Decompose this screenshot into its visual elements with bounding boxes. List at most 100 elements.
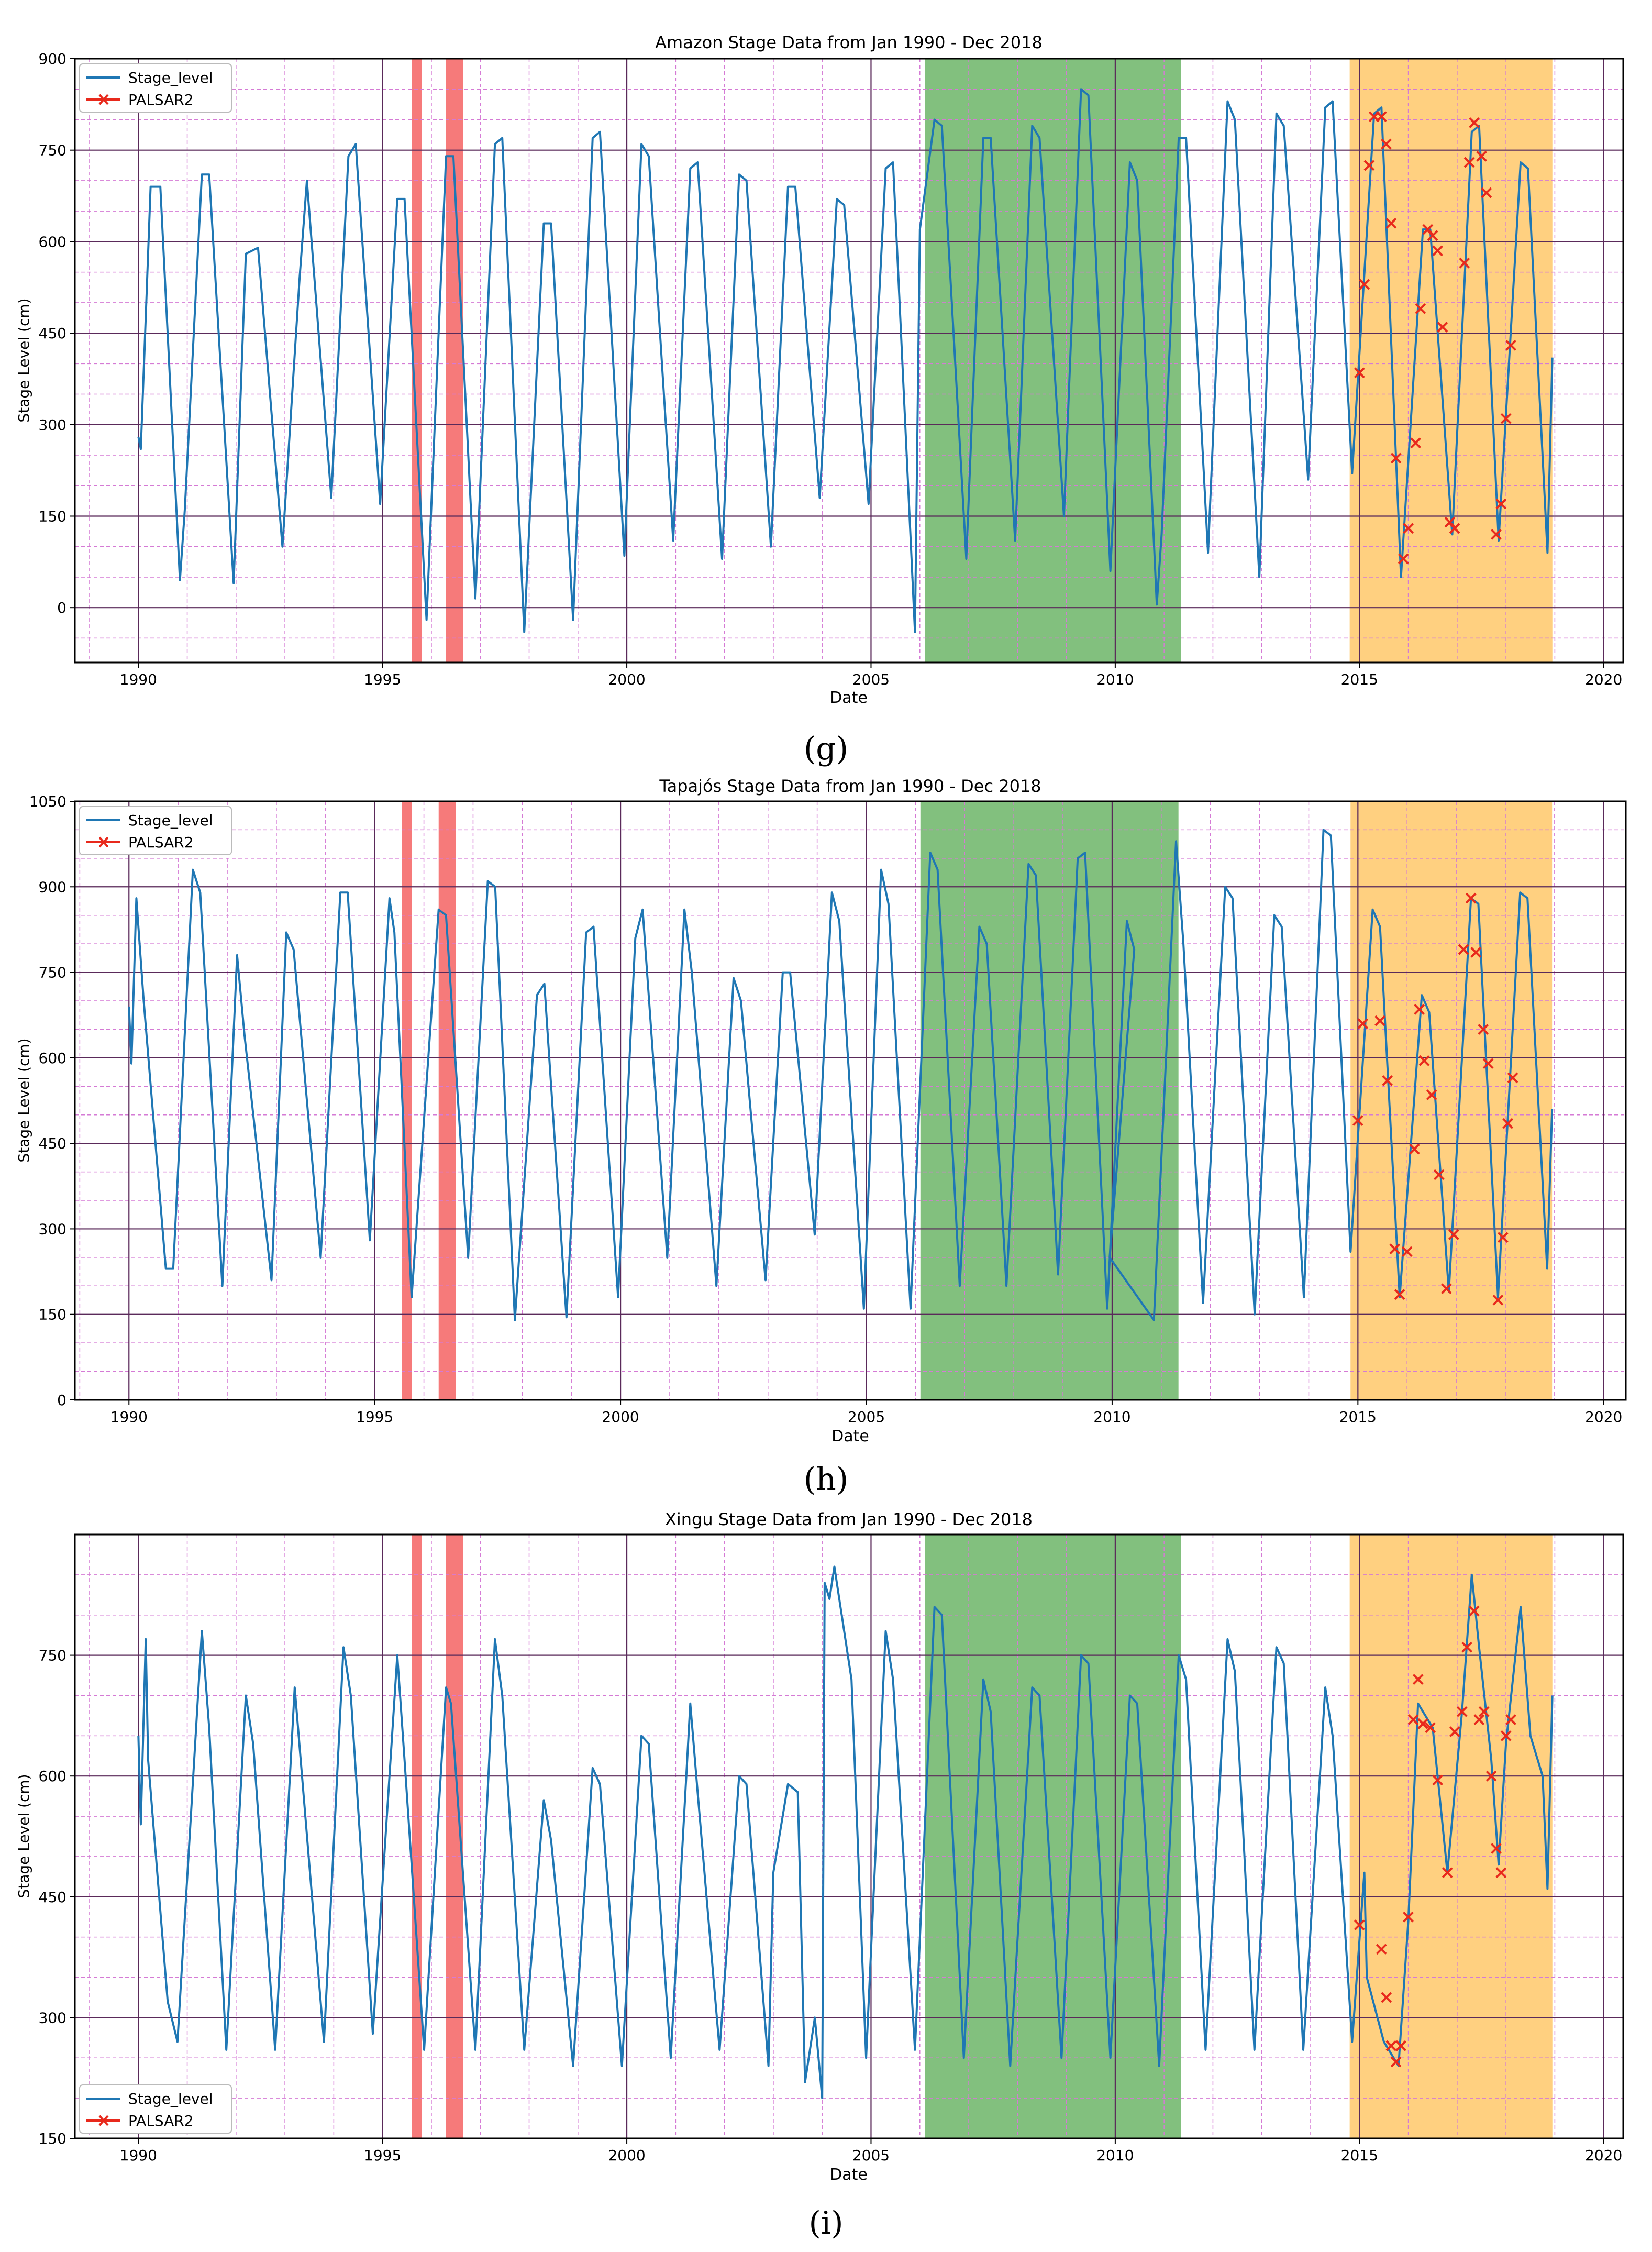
y-axis-label: Stage Level (cm) (15, 298, 32, 422)
shaded-span-3 (1349, 59, 1553, 663)
y-tick-label: 450 (39, 1135, 66, 1152)
x-tick-label: 2000 (602, 1408, 639, 1426)
palsar2-point (1374, 1015, 1386, 1026)
legend: Stage_level PALSAR2 (79, 806, 232, 855)
y-tick-label: 450 (39, 325, 66, 342)
palsar2-point (1390, 2056, 1402, 2068)
palsar2-point (1403, 523, 1414, 534)
panel-label: (g) (803, 731, 849, 767)
palsar2-point (1461, 1641, 1472, 1653)
panel-label: (i) (808, 2205, 844, 2242)
palsar2-point (1401, 1246, 1413, 1257)
x-tick-label: 2000 (608, 671, 645, 688)
x-tick-label: 1990 (120, 2147, 157, 2164)
tapajos-chart: 1990 1995 2000 2005 2010 2015 2020 0 150 300 450 60… (15, 776, 1627, 1445)
palsar2-point (1385, 218, 1397, 229)
y-tick-label: 600 (39, 1050, 66, 1067)
palsar2-point (1432, 1774, 1443, 1786)
palsar2-point (1497, 1232, 1509, 1243)
x-axis-label: Date (830, 2166, 868, 2184)
palsar2-point (1478, 1024, 1489, 1035)
palsar2-point (1376, 1944, 1387, 1955)
axes-border (74, 1533, 1624, 2139)
x-tick-label: 2005 (852, 671, 890, 688)
x-tick-label: 2020 (1585, 2147, 1622, 2164)
palsar2-point (1458, 944, 1469, 955)
x-tick-label: 2015 (1341, 671, 1378, 688)
chart-title: Tapajós Stage Data from Jan 1990 - Dec 2… (659, 776, 1041, 796)
palsar2-point (1425, 1722, 1436, 1734)
palsar2-point (1502, 1118, 1514, 1129)
palsar2-point (1505, 339, 1516, 351)
x-tick-label: 2005 (848, 1408, 885, 1426)
panel-h: 1990 1995 2000 2005 2010 2015 2020 0 150 300 450 60… (0, 775, 1652, 1508)
palsar2-point (1409, 1143, 1420, 1155)
palsar2-point (1418, 1055, 1430, 1066)
y-tick-label: 150 (39, 507, 66, 525)
y-tick-label: 450 (39, 1889, 66, 1906)
x-tick-label: 2015 (1339, 1408, 1377, 1426)
palsar2-point (1469, 1605, 1480, 1617)
palsar2-point (1491, 529, 1502, 540)
palsar2-point (1352, 1115, 1363, 1127)
palsar2-point (1449, 523, 1460, 534)
x-tick-label: 2010 (1096, 671, 1134, 688)
x-tick-label: 2010 (1093, 1408, 1130, 1426)
stage-level-line (137, 1565, 1554, 2100)
axes-border (74, 800, 1627, 1401)
palsar2-point (1448, 1229, 1459, 1240)
palsar2-point (1495, 498, 1507, 510)
palsar2-point (1478, 1706, 1490, 1717)
palsar2-point (1385, 2040, 1397, 2051)
y-tick-label: 750 (39, 1647, 66, 1664)
legend-palsar-label: PALSAR2 (128, 91, 194, 108)
y-tick-label: 600 (39, 1768, 66, 1785)
y-tick-label: 750 (39, 142, 66, 159)
palsar2-point (1381, 138, 1392, 150)
palsar2-point (1363, 160, 1375, 171)
panel-i: 1990 1995 2000 2005 2010 2015 2020 150 300 450 600… (0, 1508, 1652, 2252)
y-tick-label: 600 (39, 233, 66, 250)
x-tick-label: 1995 (356, 1408, 393, 1426)
palsar2-point (1465, 892, 1477, 904)
x-axis-label: Date (830, 689, 868, 707)
palsar2-point (1481, 187, 1492, 198)
x-tick-label: 1990 (120, 671, 157, 688)
y-tick-label: 0 (57, 1392, 66, 1409)
palsar2-point (1485, 1770, 1497, 1782)
palsar2-point (1495, 1867, 1507, 1879)
palsar2-point (1390, 452, 1402, 464)
panel-label: (h) (803, 1461, 849, 1498)
y-tick-label: 150 (39, 2130, 66, 2147)
legend-palsar-label: PALSAR2 (128, 2112, 194, 2129)
palsar2-point (1427, 230, 1438, 241)
x-tick-label: 2020 (1585, 1408, 1622, 1426)
palsar2-point (1382, 1075, 1393, 1086)
shaded-span-1 (446, 59, 463, 663)
y-tick-label: 150 (39, 1306, 66, 1323)
palsar2-point (1456, 1706, 1468, 1717)
x-tick-label: 2005 (852, 2147, 890, 2164)
x-axis-label: Date (831, 1427, 869, 1445)
x-tick-label: 1995 (364, 2147, 401, 2164)
palsar2-point (1437, 322, 1448, 333)
palsar2-point (1482, 1058, 1494, 1069)
x-tick-label: 1995 (364, 671, 401, 688)
palsar2-point (1432, 245, 1443, 257)
palsar2-point (1426, 1089, 1437, 1101)
legend-stage-label: Stage_level (128, 2090, 213, 2107)
xingu-chart: 1990 1995 2000 2005 2010 2015 2020 150 300 450 600… (15, 1509, 1624, 2184)
palsar2-point (1376, 111, 1387, 123)
axes-border (74, 58, 1624, 664)
palsar2-point (1394, 1289, 1405, 1300)
palsar2-point (1449, 1726, 1460, 1738)
palsar2-point (1473, 1714, 1485, 1726)
palsar2-point (1505, 1714, 1516, 1726)
y-tick-label: 0 (57, 599, 66, 616)
shaded-span-2 (925, 1535, 1181, 2138)
legend-palsar-marker (98, 836, 109, 848)
shaded-span-0 (412, 59, 422, 663)
palsar2-point (1354, 367, 1365, 379)
stage-level-line (137, 88, 1554, 633)
chart-title: Xingu Stage Data from Jan 1990 - Dec 201… (665, 1509, 1033, 1529)
